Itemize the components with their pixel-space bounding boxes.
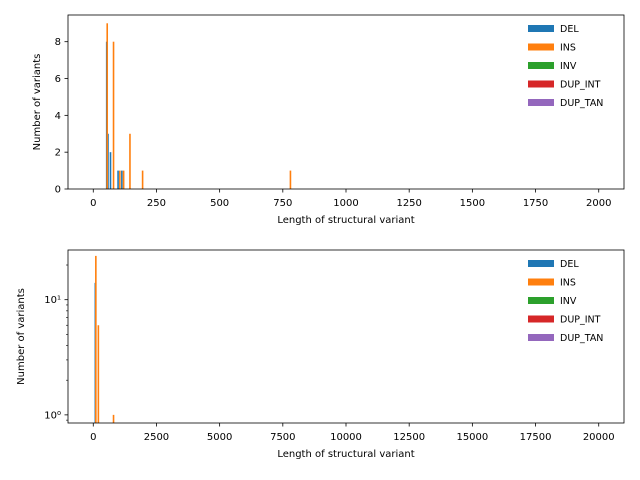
legend-label: INS bbox=[560, 43, 576, 54]
legend-swatch-inv bbox=[528, 62, 554, 69]
x-tick-label: 1750 bbox=[523, 198, 548, 209]
legend-label: DEL bbox=[560, 24, 579, 35]
x-tick-label: 5000 bbox=[207, 432, 232, 443]
bar-ins-1 bbox=[95, 255, 97, 423]
bar-del-5 bbox=[121, 170, 123, 189]
legend-label: INS bbox=[560, 278, 576, 289]
x-axis-label: Length of structural variant bbox=[277, 215, 414, 226]
bar-ins-7 bbox=[289, 170, 292, 189]
x-tick-label: 7500 bbox=[270, 432, 295, 443]
x-axis-label: Length of structural variant bbox=[277, 449, 414, 460]
x-tick-label: 1500 bbox=[460, 198, 485, 209]
x-tick-label: 12500 bbox=[393, 432, 425, 443]
y-axis-label: Number of variants bbox=[16, 288, 27, 385]
bar-ins-2 bbox=[112, 41, 115, 190]
legend-swatch-ins bbox=[528, 278, 554, 286]
y-tick-label: 10¹ bbox=[44, 295, 61, 306]
legend-swatch-inv bbox=[528, 297, 554, 304]
legend-swatch-dup-int bbox=[528, 315, 554, 323]
bar-ins-5 bbox=[129, 133, 131, 189]
legend: DEL INS INV DUP_INT DUP_TAN bbox=[528, 24, 603, 109]
bar-ins-6 bbox=[141, 170, 144, 189]
y-tick-label: 4 bbox=[55, 111, 61, 122]
x-tick-label: 15000 bbox=[456, 432, 488, 443]
bar-ins-3 bbox=[119, 170, 121, 189]
x-tick-label: 10000 bbox=[330, 432, 362, 443]
legend-label: INV bbox=[560, 61, 577, 72]
legend-label: DUP_INT bbox=[560, 80, 601, 91]
y-tick-label: 6 bbox=[55, 74, 61, 85]
legend-swatch-del bbox=[528, 260, 554, 267]
bar-ins-3 bbox=[112, 414, 115, 423]
legend-swatch-dup-int bbox=[528, 80, 554, 88]
bar-ins-4 bbox=[122, 170, 125, 189]
legend-swatch-dup-tan bbox=[528, 99, 554, 106]
x-tick-label: 1250 bbox=[396, 198, 421, 209]
y-tick-label: 0 bbox=[55, 185, 61, 196]
x-tick-label: 500 bbox=[210, 198, 229, 209]
bar-del-4 bbox=[117, 170, 119, 189]
legend-label: INV bbox=[560, 296, 577, 307]
x-tick-label: 750 bbox=[273, 198, 292, 209]
bar-ins-2 bbox=[97, 325, 100, 423]
x-tick-label: 2000 bbox=[586, 198, 611, 209]
x-tick-label: 0 bbox=[90, 198, 96, 209]
y-tick-label: 10⁰ bbox=[44, 410, 61, 421]
x-tick-label: 20000 bbox=[583, 432, 615, 443]
legend-swatch-del bbox=[528, 25, 554, 32]
y-tick-label: 8 bbox=[55, 37, 61, 48]
legend-label: DUP_TAN bbox=[560, 98, 603, 109]
legend-label: DUP_INT bbox=[560, 315, 601, 326]
chart-2: 0 2500 5000 7500 10000 12500 15000 17500 20000 10… bbox=[16, 249, 625, 460]
x-tick-label: 2500 bbox=[144, 432, 169, 443]
bar-ins-1 bbox=[106, 23, 109, 189]
y-axis-label: Number of variants bbox=[32, 54, 43, 151]
bar-del-3 bbox=[109, 152, 112, 189]
legend-label: DEL bbox=[560, 259, 579, 270]
y-tick-label: 2 bbox=[55, 148, 61, 159]
legend: DEL INS INV DUP_INT DUP_TAN bbox=[528, 259, 603, 344]
legend-label: DUP_TAN bbox=[560, 333, 603, 344]
legend-swatch-ins bbox=[528, 43, 554, 51]
x-tick-label: 1000 bbox=[333, 198, 358, 209]
chart-1: 0 250 500 750 1000 1250 1500 1750 2000 0 2 4 6 8 Lengt… bbox=[32, 14, 625, 226]
x-tick-label: 17500 bbox=[520, 432, 552, 443]
x-tick-label: 250 bbox=[147, 198, 166, 209]
legend-swatch-dup-tan bbox=[528, 334, 554, 341]
x-tick-label: 0 bbox=[90, 432, 96, 443]
